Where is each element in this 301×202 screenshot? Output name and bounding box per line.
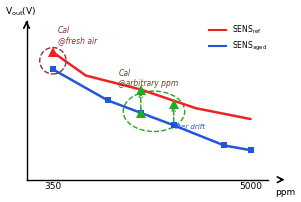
Text: Cal
@fresh air: Cal @fresh air [58, 26, 97, 45]
Text: After drift: After drift [172, 124, 206, 130]
Legend: SENS$_{\mathregular{ref}}$, SENS$_{\mathregular{aged}}$: SENS$_{\mathregular{ref}}$, SENS$_{\math… [209, 23, 267, 53]
Text: ppm: ppm [275, 188, 296, 197]
Text: $\mathregular{V_{out}(V)}$: $\mathregular{V_{out}(V)}$ [5, 5, 36, 18]
Text: Cal
@arbitrary ppm: Cal @arbitrary ppm [118, 69, 178, 88]
